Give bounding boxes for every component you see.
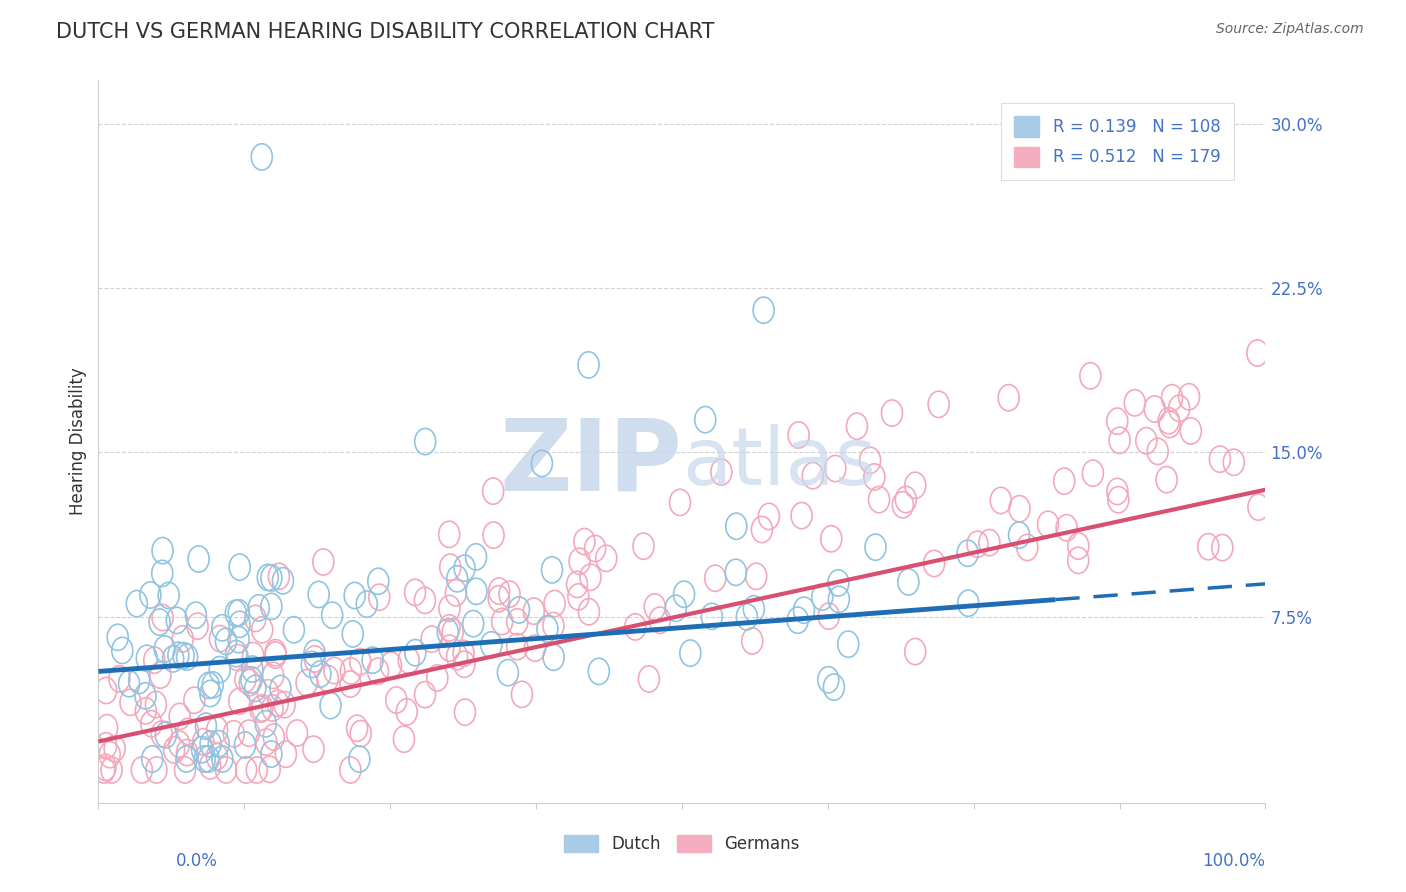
Y-axis label: Hearing Disability: Hearing Disability <box>69 368 87 516</box>
Text: atlas: atlas <box>682 425 876 502</box>
Legend: Dutch, Germans: Dutch, Germans <box>558 828 806 860</box>
Text: Source: ZipAtlas.com: Source: ZipAtlas.com <box>1216 22 1364 37</box>
Text: 100.0%: 100.0% <box>1202 852 1265 870</box>
Text: ZIP: ZIP <box>499 415 682 512</box>
Text: 0.0%: 0.0% <box>176 852 218 870</box>
Text: DUTCH VS GERMAN HEARING DISABILITY CORRELATION CHART: DUTCH VS GERMAN HEARING DISABILITY CORRE… <box>56 22 714 42</box>
